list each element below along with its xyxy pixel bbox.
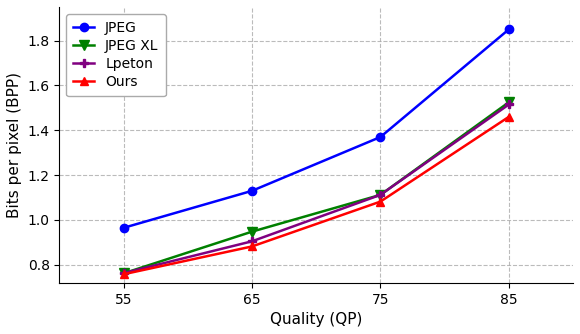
JPEG <box>505 27 512 31</box>
Lpeton <box>505 103 512 107</box>
Legend: JPEG, JPEG XL, Lpeton, Ours: JPEG, JPEG XL, Lpeton, Ours <box>66 14 166 96</box>
JPEG <box>377 135 384 139</box>
JPEG XL <box>505 100 512 104</box>
JPEG XL <box>120 271 127 275</box>
Lpeton <box>377 193 384 197</box>
Lpeton <box>120 271 127 275</box>
Y-axis label: Bits per pixel (BPP): Bits per pixel (BPP) <box>7 72 22 218</box>
Ours <box>377 200 384 204</box>
JPEG <box>248 189 255 193</box>
Ours <box>248 244 255 248</box>
X-axis label: Quality (QP): Quality (QP) <box>270 312 362 327</box>
JPEG XL <box>377 193 384 197</box>
Ours <box>505 115 512 119</box>
Line: JPEG: JPEG <box>119 25 513 232</box>
Line: Lpeton: Lpeton <box>119 100 513 277</box>
Line: JPEG XL: JPEG XL <box>119 98 514 278</box>
Line: Ours: Ours <box>119 113 513 279</box>
Ours <box>120 272 127 276</box>
JPEG <box>120 226 127 230</box>
JPEG XL <box>248 230 255 234</box>
Lpeton <box>248 239 255 243</box>
